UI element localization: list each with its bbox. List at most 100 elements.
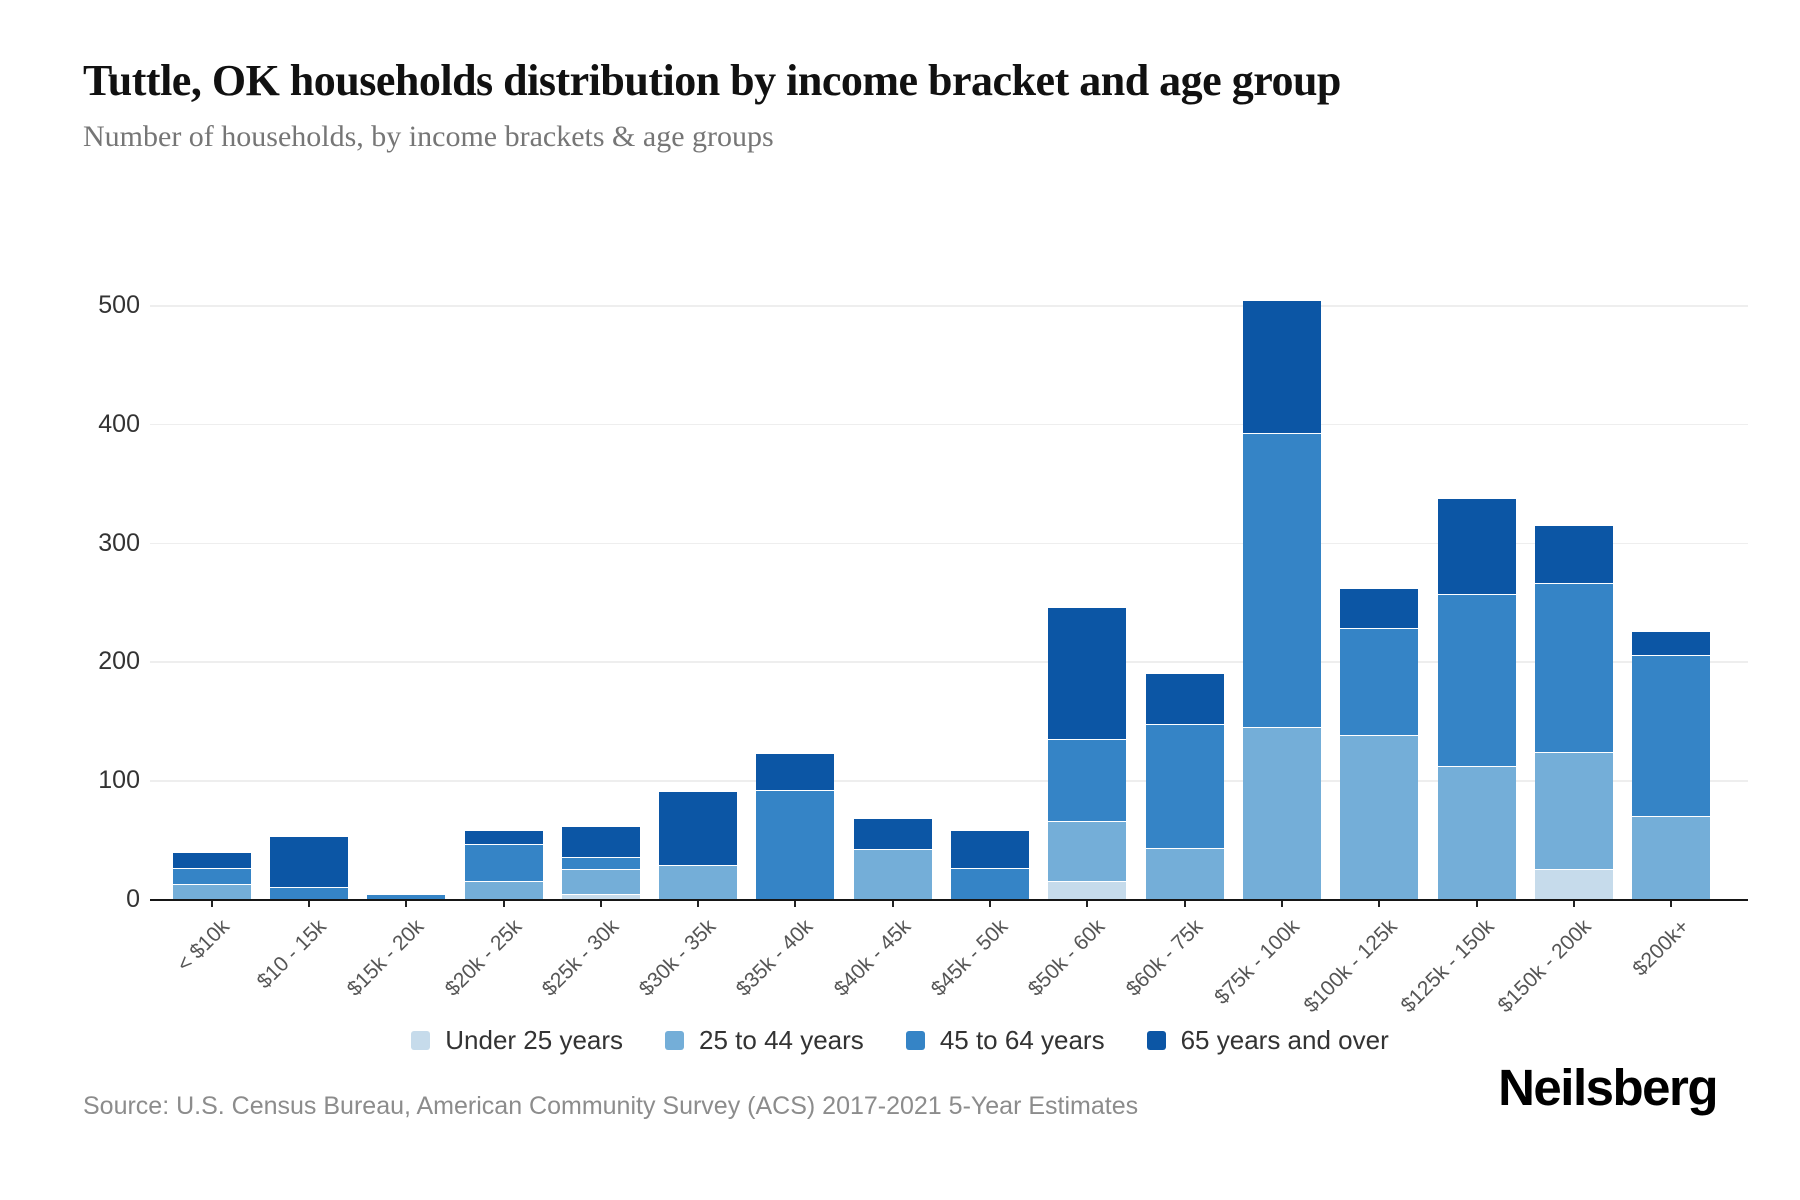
legend-swatch-icon — [1146, 1030, 1166, 1050]
bar-60k-75k[interactable] — [1145, 674, 1224, 899]
bar-segment[interactable] — [1534, 583, 1613, 752]
bar-segment[interactable] — [1534, 526, 1613, 584]
x-axis-label: $35k - 40k — [732, 915, 818, 1001]
bar-45k-50k[interactable] — [951, 831, 1030, 899]
bar-segment[interactable] — [951, 868, 1030, 899]
legend-swatch-icon — [665, 1030, 685, 1050]
legend-item[interactable]: 45 to 64 years — [905, 1025, 1105, 1056]
y-axis-label: 200 — [98, 647, 140, 676]
bar-segment[interactable] — [1632, 631, 1711, 656]
bar-segment[interactable] — [1145, 847, 1224, 899]
bar-75k-100k[interactable] — [1242, 301, 1321, 899]
x-tick-mark — [307, 900, 310, 907]
bar-40k-45k[interactable] — [853, 819, 932, 899]
x-tick-mark — [1378, 900, 1381, 907]
bar-10-15k[interactable] — [269, 837, 348, 899]
bar-segment[interactable] — [367, 895, 446, 899]
x-tick-mark — [989, 900, 992, 907]
bar-segment[interactable] — [1048, 820, 1127, 882]
x-tick-mark — [405, 900, 408, 907]
x-axis-label: $30k - 35k — [634, 915, 721, 1001]
legend-swatch-icon — [905, 1030, 925, 1050]
bar-segment[interactable] — [1048, 738, 1127, 821]
chart-subtitle: Number of households, by income brackets… — [83, 120, 774, 153]
gridline — [150, 661, 1748, 663]
bar-segment[interactable] — [756, 754, 835, 790]
gridline — [150, 423, 1748, 426]
x-axis-label: $45k - 50k — [926, 915, 1013, 1001]
bar-segment[interactable] — [1340, 588, 1419, 629]
bar-segment[interactable] — [172, 868, 251, 884]
y-axis-label: 500 — [98, 291, 140, 319]
x-axis-label: $20k - 25k — [440, 915, 526, 1001]
x-tick-mark — [1183, 900, 1186, 907]
bar-segment[interactable] — [269, 887, 348, 899]
legend-label: 65 years and over — [1180, 1024, 1389, 1055]
legend-swatch-icon — [411, 1030, 431, 1050]
bar-segment[interactable] — [172, 883, 251, 899]
bar-segment[interactable] — [172, 852, 251, 869]
bar-segment[interactable] — [1242, 301, 1321, 434]
bar-150k-200k[interactable] — [1534, 526, 1613, 899]
x-tick-mark — [794, 900, 797, 907]
bar-125k-150k[interactable] — [1437, 498, 1516, 899]
x-axis-label: $40k - 45k — [829, 915, 916, 1001]
bar-segment[interactable] — [659, 792, 738, 865]
bar-50k-60k[interactable] — [1048, 607, 1127, 899]
bar-segment[interactable] — [1437, 593, 1516, 766]
gridline — [150, 780, 1748, 782]
x-axis-label: < $10k — [172, 915, 234, 977]
bar-15k-20k[interactable] — [367, 895, 446, 899]
bar-segment[interactable] — [464, 831, 543, 845]
legend-item[interactable]: 25 to 44 years — [665, 1025, 864, 1056]
bar-segment[interactable] — [1632, 815, 1711, 899]
bar-segment[interactable] — [659, 864, 738, 899]
bar-segment[interactable] — [853, 849, 932, 899]
x-axis-label: $150k - 200k — [1494, 915, 1597, 1018]
bar-10k[interactable] — [172, 852, 251, 899]
x-axis-label: $15k - 20k — [342, 915, 429, 1001]
bar-segment[interactable] — [1632, 655, 1711, 816]
bar-segment[interactable] — [1048, 881, 1127, 899]
chart-title: Tuttle, OK households distribution by in… — [83, 56, 1341, 105]
legend: Under 25 years 25 to 44 years 45 to 64 yea… — [0, 1018, 1800, 1062]
bar-segment[interactable] — [1340, 628, 1419, 736]
bar-segment[interactable] — [756, 789, 835, 899]
legend-item[interactable]: 65 years and over — [1146, 1024, 1389, 1056]
gridline — [150, 305, 1748, 307]
legend-label: 25 to 44 years — [699, 1024, 864, 1055]
bar-segment[interactable] — [1437, 498, 1516, 594]
x-tick-mark — [1572, 900, 1575, 907]
bar-segment[interactable] — [853, 819, 932, 850]
x-axis-label: $25k - 30k — [537, 915, 624, 1001]
x-axis-label: $125k - 150k — [1396, 915, 1499, 1018]
bar-segment[interactable] — [1340, 735, 1419, 899]
bar-25k-30k[interactable] — [561, 826, 640, 899]
bar-segment[interactable] — [1437, 765, 1516, 899]
bar-segment[interactable] — [269, 837, 348, 888]
bar-200k[interactable] — [1632, 631, 1711, 899]
bar-segment[interactable] — [1534, 869, 1613, 899]
bar-segment[interactable] — [1145, 674, 1224, 725]
bar-segment[interactable] — [1145, 724, 1224, 848]
bar-segment[interactable] — [1242, 726, 1321, 899]
bar-segment[interactable] — [561, 857, 640, 870]
x-tick-mark — [891, 900, 894, 907]
bar-segment[interactable] — [561, 894, 640, 899]
bar-segment[interactable] — [561, 826, 640, 858]
bar-segment[interactable] — [1242, 433, 1321, 727]
bar-30k-35k[interactable] — [659, 792, 738, 899]
legend-label: Under 25 years — [445, 1024, 624, 1055]
legend-item[interactable]: Under 25 years — [411, 1025, 623, 1056]
bar-segment[interactable] — [1048, 607, 1127, 739]
bar-segment[interactable] — [561, 869, 640, 895]
bar-segment[interactable] — [464, 844, 543, 882]
bar-100k-125k[interactable] — [1340, 588, 1419, 899]
bar-segment[interactable] — [1534, 751, 1613, 870]
bar-segment[interactable] — [951, 831, 1030, 869]
bar-segment[interactable] — [464, 881, 543, 899]
bar-35k-40k[interactable] — [756, 754, 835, 899]
x-axis-label: $50k - 60k — [1024, 915, 1110, 1001]
bar-20k-25k[interactable] — [464, 831, 543, 899]
